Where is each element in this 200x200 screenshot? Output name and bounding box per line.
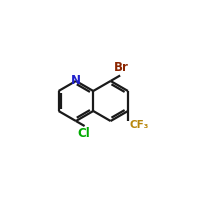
Text: Cl: Cl xyxy=(77,127,90,140)
Text: N: N xyxy=(71,74,81,87)
Text: CF₃: CF₃ xyxy=(129,120,149,130)
Text: Br: Br xyxy=(113,61,128,74)
